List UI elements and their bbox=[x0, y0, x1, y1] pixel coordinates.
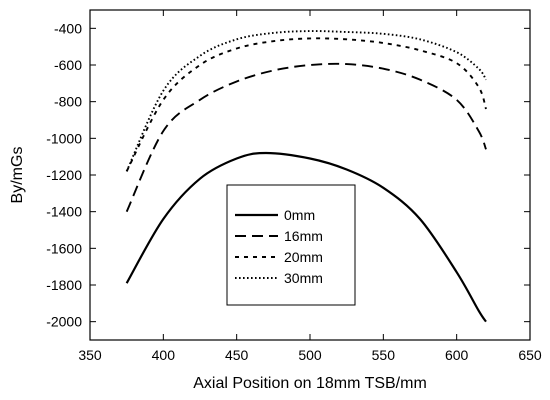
series-line-0mm bbox=[125, 151, 487, 323]
y-tick-label: -1200 bbox=[46, 167, 82, 183]
y-axis-title: By/mGs bbox=[9, 147, 26, 204]
y-tick-label: -1000 bbox=[46, 130, 82, 146]
x-axis-title: Axial Position on 18mm TSB/mm bbox=[193, 375, 427, 392]
y-tick-label: -1800 bbox=[46, 277, 82, 293]
series-line-20mm bbox=[125, 37, 487, 172]
y-tick-label: -800 bbox=[54, 94, 82, 110]
series-line-16mm bbox=[125, 62, 487, 213]
legend-label: 20mm bbox=[284, 249, 323, 265]
x-tick-label: 500 bbox=[298, 347, 322, 363]
x-tick-label: 650 bbox=[518, 347, 542, 363]
y-tick-label: -2000 bbox=[46, 314, 82, 330]
y-tick-label: -1600 bbox=[46, 240, 82, 256]
legend-box bbox=[226, 184, 356, 306]
x-axis-ticks: 350 400 450 500 550 600 650 bbox=[78, 10, 542, 363]
x-tick-label: 600 bbox=[445, 347, 469, 363]
legend-label: 30mm bbox=[284, 270, 323, 286]
series-line-30mm bbox=[125, 30, 487, 172]
y-tick-label: -1400 bbox=[46, 204, 82, 220]
y-tick-label: -400 bbox=[54, 20, 82, 36]
y-axis-ticks: -2000 -1800 -1600 -1400 -1200 -1000 -800 -600 -4… bbox=[46, 20, 530, 330]
series-layer bbox=[125, 30, 487, 323]
legend: 0mm 16mm 20mm 30mm bbox=[226, 184, 356, 306]
x-tick-label: 550 bbox=[372, 347, 396, 363]
legend-label: 16mm bbox=[284, 228, 323, 244]
legend-label: 0mm bbox=[284, 207, 315, 223]
x-tick-label: 350 bbox=[78, 347, 102, 363]
x-tick-label: 400 bbox=[152, 347, 176, 363]
y-tick-label: -600 bbox=[54, 57, 82, 73]
legend-items: 0mm 16mm 20mm 30mm bbox=[235, 207, 323, 286]
x-tick-label: 450 bbox=[225, 347, 249, 363]
